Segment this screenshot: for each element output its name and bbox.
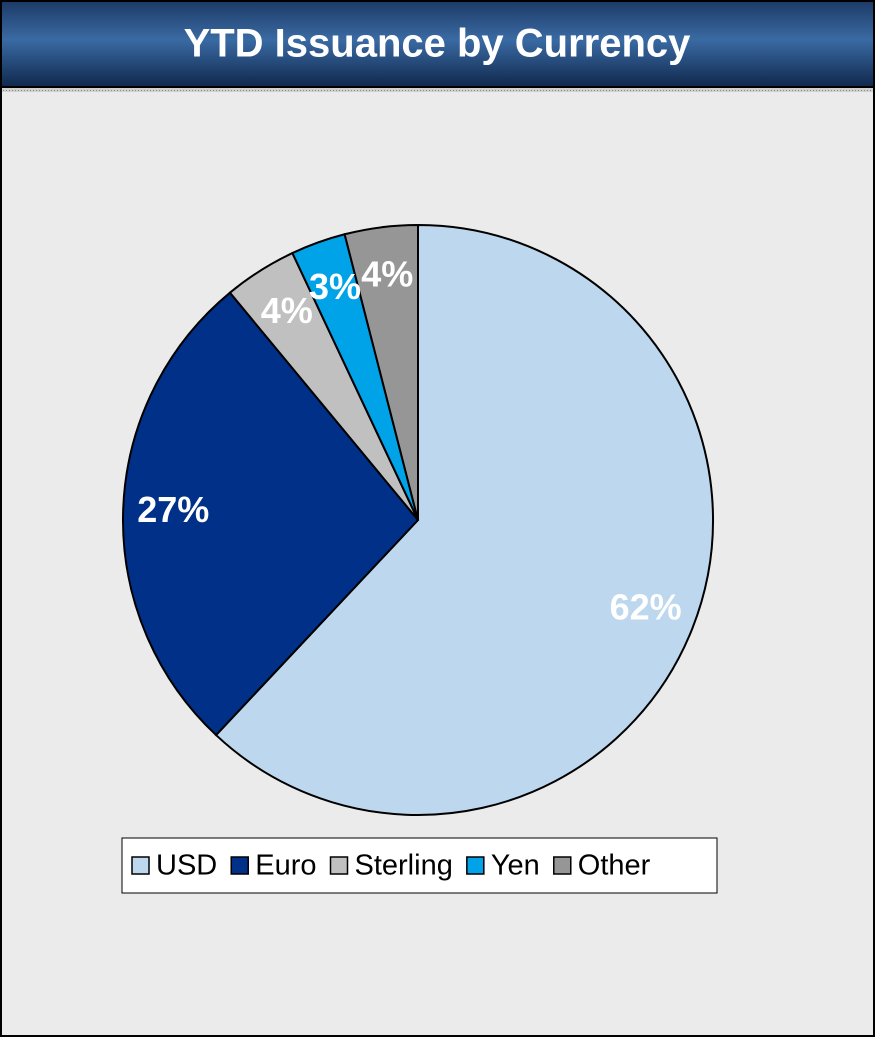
legend-label: Euro: [255, 850, 316, 882]
legend: USD Euro Sterling Yen Other: [131, 850, 651, 882]
legend-swatch: [131, 856, 150, 875]
data-label: 4%: [361, 254, 413, 295]
legend-swatch: [466, 856, 485, 875]
legend-label: Other: [578, 850, 651, 882]
legend-box: [121, 837, 718, 894]
chart-title: YTD Issuance by Currency: [184, 22, 692, 66]
pie: [122, 223, 714, 816]
header-rule: [2, 88, 873, 92]
legend-swatch: [329, 856, 349, 875]
legend-swatch: [230, 856, 249, 875]
legend-swatch: [553, 856, 572, 875]
data-label: 3%: [309, 266, 361, 307]
data-label: 4%: [261, 290, 313, 331]
pie-slice: [122, 291, 420, 737]
pie-slice: [214, 223, 714, 816]
data-label: 62%: [610, 587, 682, 628]
legend-label: Yen: [491, 850, 540, 882]
data-label: 27%: [137, 489, 209, 530]
header-bar: [0, 0, 875, 88]
data-labels: 62% 27% 4%3% 4%: [137, 254, 681, 628]
legend-label: USD: [156, 850, 217, 882]
legend-label: Sterling: [355, 850, 453, 882]
pie-slice: [343, 223, 419, 521]
